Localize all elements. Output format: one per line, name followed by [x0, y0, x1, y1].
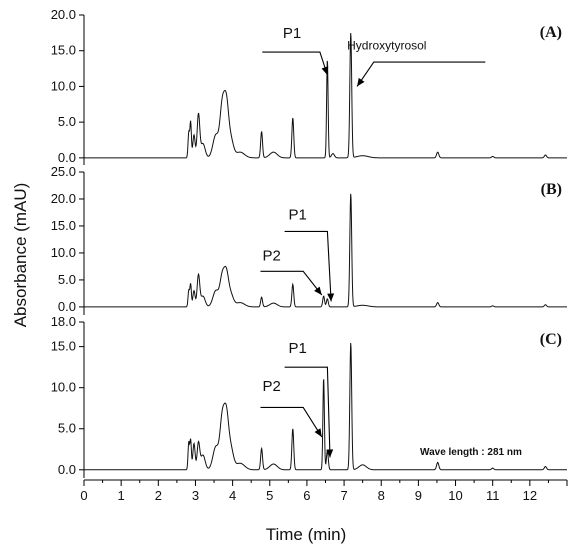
panel-label: (A): [540, 24, 562, 41]
leader-line: [260, 270, 323, 296]
x-axis: 0 1 2 3 4 5 6 7 8 9 10 11 12: [80, 479, 568, 503]
y-tick-label: 5.0: [58, 272, 76, 287]
chromatogram-trace: [84, 193, 567, 308]
arrow-head: [327, 293, 335, 302]
y-tick-label: 25.0: [51, 164, 76, 179]
y-tick-label: 18.0: [51, 314, 76, 329]
y-tick-label: 10.0: [51, 245, 76, 260]
panel-1: 0.0 5.0 10.0 15.0 20.0 (A) P1 Hydroxytyrosol: [51, 7, 567, 165]
leader-line: [356, 61, 486, 87]
leader-line: [284, 366, 331, 458]
chromatogram-trace: [84, 33, 567, 159]
x-tick-label: 2: [155, 488, 162, 503]
y-tick-label: 10.0: [51, 380, 76, 395]
y-axis-title: Absorbance (mAU): [11, 183, 30, 328]
panel-label: (C): [540, 331, 562, 348]
wavelength-note: Wave length : 281 nm: [420, 447, 522, 458]
x-tick-label: 0: [80, 488, 87, 503]
annotation-p1: P1: [288, 206, 306, 223]
y-tick-label: 0.0: [58, 150, 76, 165]
x-tick-label: 12: [523, 488, 537, 503]
annotation-p1: P1: [288, 340, 306, 357]
y-tick-label: 20.0: [51, 191, 76, 206]
x-tick-label: 9: [415, 488, 422, 503]
x-tick-label: 3: [192, 488, 199, 503]
leader-line: [284, 230, 332, 302]
arrow-head: [321, 66, 329, 75]
arrow-head: [357, 77, 365, 87]
panel-3: 0.0 5.0 10.0 15.0 18.0 (C) P1 P2: [51, 314, 567, 478]
leader-line: [260, 406, 323, 438]
x-tick-label: 7: [340, 488, 347, 503]
arrow-head: [326, 449, 334, 458]
x-tick-label: 5: [266, 488, 273, 503]
x-tick-label: 1: [118, 488, 125, 503]
leader-line: [262, 51, 328, 76]
chromatogram-trace: [84, 342, 567, 471]
x-tick-label: 11: [486, 488, 500, 503]
x-tick-label: 10: [448, 488, 462, 503]
y-tick-label: 15.0: [51, 218, 76, 233]
annotation-p1: P1: [283, 25, 301, 42]
annotation-hydroxytyrosol: Hydroxytyrosol: [347, 38, 426, 52]
y-tick-label: 10.0: [51, 78, 76, 93]
y-tick-label: 15.0: [51, 43, 76, 58]
y-tick-label: 5.0: [58, 421, 76, 436]
x-axis-title: Time (min): [266, 525, 347, 544]
x-tick-label: 6: [303, 488, 310, 503]
y-tick-label: 15.0: [51, 339, 76, 354]
y-tick-label: 5.0: [58, 114, 76, 129]
arrow-head: [314, 286, 322, 296]
x-tick-label: 4: [229, 488, 236, 503]
y-tick-label: 0.0: [58, 462, 76, 477]
y-tick-label: 0.0: [58, 299, 76, 314]
panel-2: 0.0 5.0 10.0 15.0 20.0 25.0 (B) P1 P2: [51, 164, 567, 315]
panel-label: (B): [541, 181, 562, 198]
panels: 0.05.010.015.020.0(A)P1Hydroxytyrosol0.0…: [51, 7, 567, 478]
annotation-p2: P2: [262, 378, 280, 395]
y-tick-label: 20.0: [51, 7, 76, 22]
x-tick-label: 8: [378, 488, 385, 503]
arrow-head: [314, 428, 322, 437]
annotation-p2: P2: [262, 247, 280, 264]
